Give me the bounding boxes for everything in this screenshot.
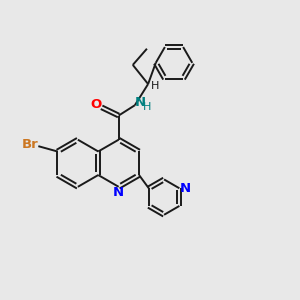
Text: N: N: [135, 96, 146, 109]
Text: H: H: [143, 102, 152, 112]
Text: N: N: [180, 182, 191, 195]
Text: H: H: [150, 81, 159, 92]
Text: N: N: [113, 186, 124, 199]
Text: Br: Br: [22, 138, 38, 151]
Text: O: O: [90, 98, 101, 111]
